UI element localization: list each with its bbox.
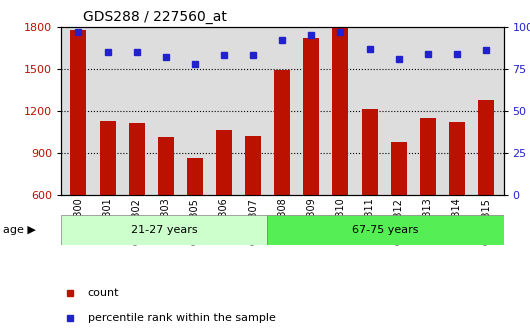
Bar [449, 122, 465, 195]
Bar [478, 100, 494, 195]
Bar [129, 124, 145, 195]
Bar [274, 70, 290, 195]
Bar [216, 130, 232, 195]
Bar [158, 137, 174, 195]
Bar [391, 142, 407, 195]
Text: 21-27 years: 21-27 years [131, 225, 198, 235]
Bar [187, 159, 203, 195]
Bar [420, 118, 436, 195]
Bar [303, 38, 320, 195]
Bar [61, 215, 268, 245]
Bar [332, 27, 348, 195]
Bar [245, 136, 261, 195]
Bar [268, 215, 503, 245]
Bar [361, 110, 377, 195]
Bar [70, 30, 86, 195]
Text: percentile rank within the sample: percentile rank within the sample [87, 312, 276, 323]
Text: 67-75 years: 67-75 years [352, 225, 419, 235]
Text: count: count [87, 288, 119, 298]
Bar [100, 121, 116, 195]
Text: GDS288 / 227560_at: GDS288 / 227560_at [83, 10, 227, 25]
Text: age ▶: age ▶ [3, 225, 36, 235]
